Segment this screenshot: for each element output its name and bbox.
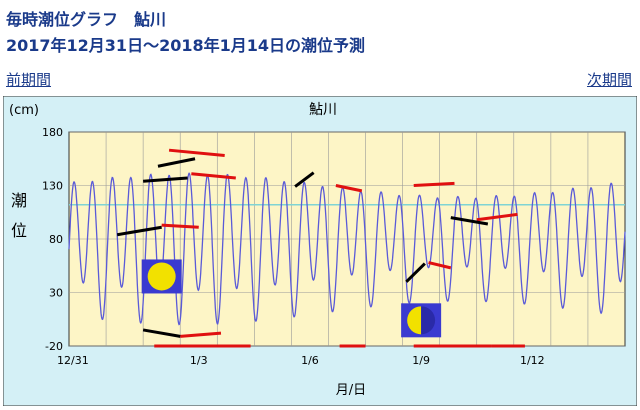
- tide-chart-svg: (cm) 鮎川 潮 位 月/日 -20 30 80 130 180 12/31 1/3 1/…: [2, 95, 638, 407]
- x-tick-label: 1/12: [520, 354, 545, 367]
- x-axis-label: 月/日: [336, 383, 366, 398]
- tide-chart: (cm) 鮎川 潮 位 月/日 -20 30 80 130 180 12/31 1/3 1/…: [2, 95, 638, 407]
- y-tick-label: 80: [49, 233, 63, 246]
- low-tide-trend-mark: [450, 216, 489, 226]
- high-tide-trend-mark: [476, 212, 518, 222]
- high-tide-trend-mark: [168, 148, 225, 158]
- high-tide-trend-mark: [191, 172, 236, 180]
- low-tide-trend-mark: [143, 176, 188, 183]
- y-tick-labels: -20 30 80 130 180: [42, 126, 63, 353]
- y-tick-label: -20: [45, 340, 63, 353]
- page-subtitle: 2017年12月31日～2018年1月14日の潮位予測: [6, 36, 365, 55]
- first-quarter-moon-icon: [401, 303, 442, 338]
- high-tide-trend-mark: [428, 261, 452, 270]
- x-tick-label: 1/3: [190, 354, 208, 367]
- low-tide-trend-mark: [294, 171, 315, 188]
- y-axis-label-char-1: 潮: [11, 191, 27, 210]
- moon-dark-half: [421, 306, 436, 335]
- page-title: 毎時潮位グラフ 鮎川: [6, 10, 167, 29]
- x-tick-label: 1/6: [301, 354, 319, 367]
- moon-phase-icons: [141, 259, 442, 338]
- low-tide-trend-mark: [157, 157, 196, 168]
- low-tide-trend-mark: [116, 225, 162, 237]
- high-tide-trend-mark: [413, 181, 455, 187]
- low-tide-trend-mark: [142, 328, 181, 338]
- low-tide-trend-mark: [405, 262, 426, 283]
- x-tick-labels: 12/31 1/3 1/6 1/9 1/12: [57, 354, 545, 367]
- high-tide-trend-mark: [335, 184, 363, 193]
- full-moon-icon: [141, 259, 182, 294]
- y-unit-label: (cm): [9, 103, 39, 118]
- y-tick-label: 30: [49, 287, 63, 300]
- moon-lit-half: [407, 306, 422, 335]
- tide-trend-marks: [116, 148, 525, 348]
- moon-disc: [147, 262, 176, 291]
- x-tick-label: 1/9: [412, 354, 430, 367]
- next-period-link[interactable]: 次期間: [586, 71, 632, 89]
- y-axis-label-char-2: 位: [11, 221, 27, 240]
- y-tick-label: 180: [42, 126, 63, 139]
- x-tick-label: 12/31: [57, 354, 89, 367]
- chart-title: 鮎川: [309, 102, 337, 118]
- y-tick-label: 130: [42, 180, 63, 193]
- previous-period-link[interactable]: 前期間: [6, 71, 52, 89]
- high-tide-trend-mark: [180, 331, 222, 338]
- high-tide-trend-mark: [161, 223, 199, 229]
